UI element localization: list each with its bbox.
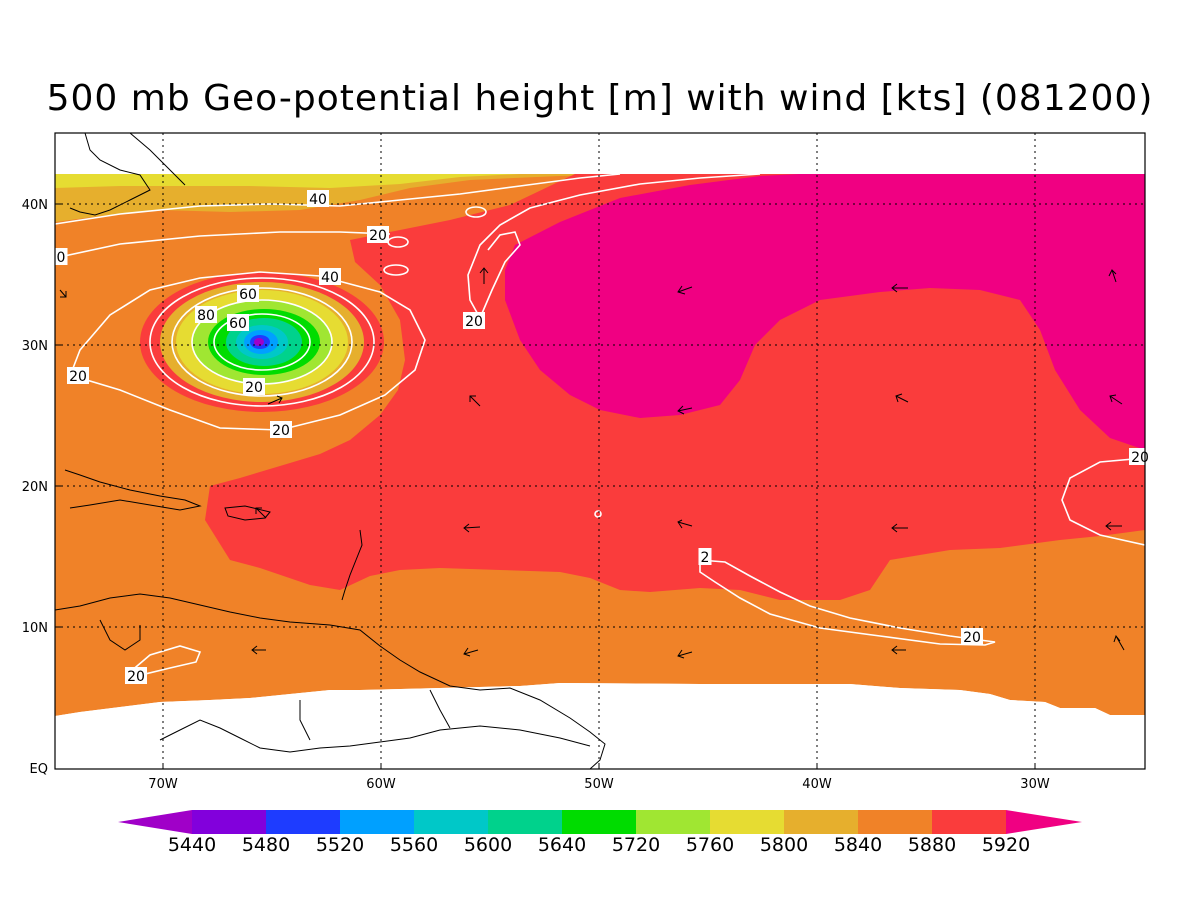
colorbar-swatch: [562, 810, 636, 834]
contour-label-bg: [319, 268, 341, 285]
y-tick-label: EQ: [30, 762, 48, 777]
colorbar-swatch: [858, 810, 932, 834]
colorbar-level-label: 5600: [464, 834, 512, 856]
colorbar-swatch: [932, 810, 1006, 834]
contour-label-bg: [195, 306, 217, 323]
colorbar-level-label: 5520: [316, 834, 364, 856]
contour-label: 20: [245, 380, 263, 396]
contour-label-bg: [227, 314, 249, 331]
contour-label-bg: [67, 367, 89, 384]
wind-arrows: [59, 267, 1125, 659]
y-tick-label: 40N: [22, 198, 48, 213]
contour-label: 20: [272, 423, 290, 439]
contour-label: 20: [127, 669, 145, 685]
colorbar-level-label: 5480: [242, 834, 290, 856]
colorbar-level-label: 5840: [834, 834, 882, 856]
x-tick-label: 60W: [366, 777, 396, 792]
colorbar-level-label: 5880: [908, 834, 956, 856]
contour-label-bg: [463, 312, 485, 329]
contour-label: 60: [239, 287, 257, 303]
colorbar: 5440 5480 5520 5560 5600 5640 5720 5760 5800 5840…: [118, 810, 1082, 856]
contour-label: 20: [69, 369, 87, 385]
contour-label-bg: [237, 285, 259, 302]
height-fill-5920: [505, 174, 1145, 450]
chart-title: 500 mb Geo-potential height [m] with win…: [46, 78, 1154, 119]
contour-label: 40: [309, 192, 327, 208]
coastlines: [55, 133, 606, 769]
contour-label: 2: [701, 550, 710, 566]
colorbar-swatch: [266, 810, 340, 834]
grid-lines: [55, 133, 1145, 769]
x-tick-label: 30W: [1020, 777, 1050, 792]
y-tick-label: 20N: [22, 480, 48, 495]
colorbar-swatch: [784, 810, 858, 834]
contour-label: 40: [321, 270, 339, 286]
colorbar-level-label: 5640: [538, 834, 586, 856]
contour-label-bg: [54, 248, 68, 265]
contour-label-bg: [125, 667, 147, 684]
colorbar-level-label: 5560: [390, 834, 438, 856]
contour-label: 20: [963, 630, 981, 646]
contour-label: 20: [1131, 450, 1149, 466]
y-tick-label: 10N: [22, 621, 48, 636]
colorbar-swatch: [414, 810, 488, 834]
contour-label-bg: [243, 378, 265, 395]
y-axis-labels: EQ 10N 20N 30N 40N: [22, 198, 48, 777]
colorbar-level-label: 5760: [686, 834, 734, 856]
colorbar-level-label: 5920: [982, 834, 1030, 856]
colorbar-swatch: [636, 810, 710, 834]
x-axis-labels: 70W 60W 50W 40W 30W: [148, 777, 1050, 792]
x-tick-label: 40W: [802, 777, 832, 792]
contour-label-bg: [307, 190, 329, 207]
colorbar-level-label: 5720: [612, 834, 660, 856]
contour-label: 20: [369, 228, 387, 244]
contour-label-bg: [961, 628, 983, 645]
contour-label-group: 40 20 0 40 60 80 60 20 20 20 20 20 2 20 20: [54, 190, 1151, 685]
contour-label-bg: [270, 421, 292, 438]
colorbar-low-arrow: [118, 810, 192, 834]
colorbar-swatch: [340, 810, 414, 834]
x-tick-label: 70W: [148, 777, 178, 792]
x-tick-label: 50W: [584, 777, 614, 792]
colorbar-swatch: [710, 810, 784, 834]
colorbar-swatch: [192, 810, 266, 834]
colorbar-high-arrow: [1006, 810, 1082, 834]
axis-ticks: [55, 203, 1036, 769]
contour-label: 80: [197, 308, 215, 324]
map-frame: [54, 132, 1146, 770]
y-tick-label: 30N: [22, 339, 48, 354]
contour-label: 60: [229, 316, 247, 332]
contour-label-bg: [698, 548, 712, 565]
colorbar-level-label: 5800: [760, 834, 808, 856]
height-fill-5760: [55, 174, 520, 188]
contour-label: 20: [465, 314, 483, 330]
colorbar-swatch: [488, 810, 562, 834]
contour-label-bg: [367, 226, 389, 243]
contour-label: 0: [57, 250, 66, 266]
map-plot-area: [55, 133, 1145, 769]
colorbar-level-label: 5440: [168, 834, 216, 856]
